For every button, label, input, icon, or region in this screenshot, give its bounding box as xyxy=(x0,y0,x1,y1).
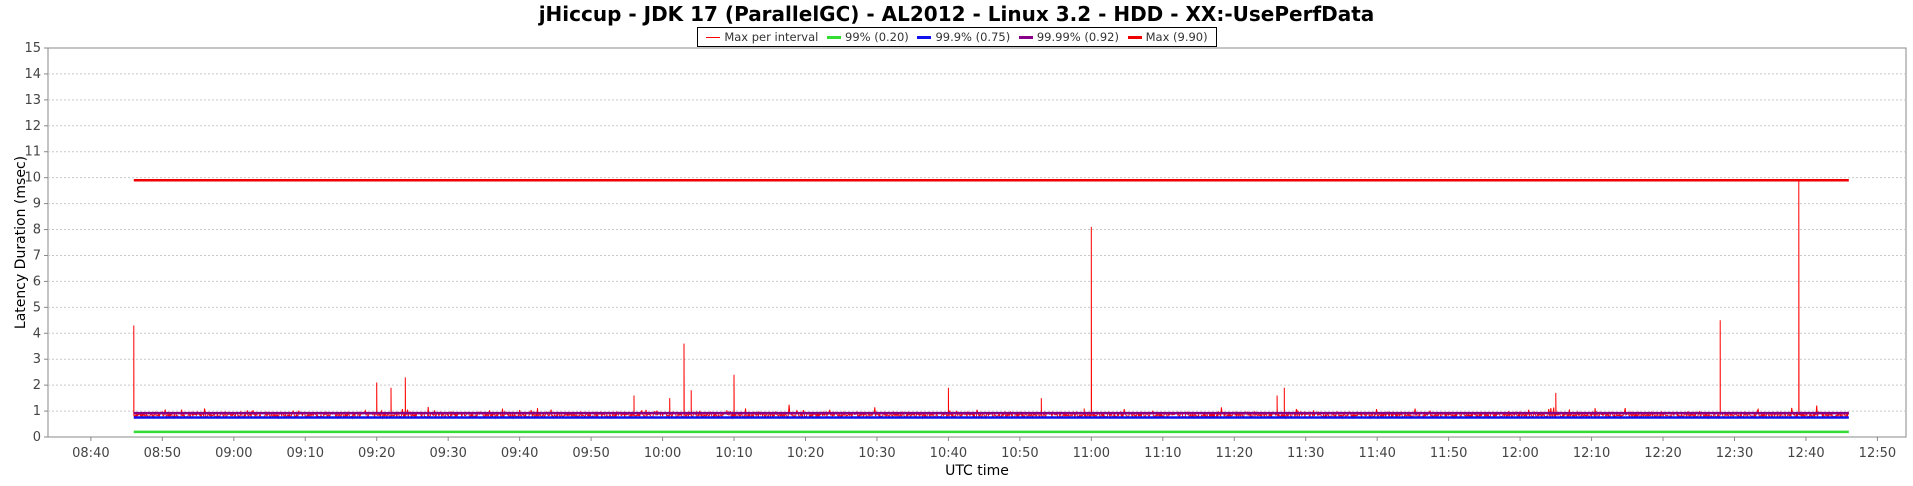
x-tick-label: 09:00 xyxy=(215,446,252,461)
y-tick-label: 14 xyxy=(24,67,41,82)
legend-swatch xyxy=(827,35,841,39)
x-tick-label: 12:40 xyxy=(1787,446,1824,461)
x-axis-label: UTC time xyxy=(945,463,1009,479)
x-tick-label: 12:20 xyxy=(1644,446,1681,461)
x-tick-label: 11:30 xyxy=(1287,446,1324,461)
x-tick-label: 10:30 xyxy=(858,446,895,461)
x-tick-label: 11:40 xyxy=(1358,446,1395,461)
x-tick-label: 12:50 xyxy=(1859,446,1896,461)
legend-label: 99.99% (0.92) xyxy=(1036,30,1119,44)
legend-item-p99: 99% (0.20) xyxy=(827,30,909,44)
x-tick-label: 12:00 xyxy=(1501,446,1538,461)
y-tick-label: 9 xyxy=(33,197,41,212)
y-tick-label: 15 xyxy=(24,41,41,56)
x-tick-label: 11:10 xyxy=(1144,446,1181,461)
legend-item-p999: 99.9% (0.75) xyxy=(917,30,1010,44)
x-tick-label: 09:10 xyxy=(287,446,324,461)
x-tick-label: 09:50 xyxy=(572,446,609,461)
x-tick-label: 12:30 xyxy=(1716,446,1753,461)
series-layer xyxy=(133,179,1850,434)
y-tick-label: 12 xyxy=(24,119,41,134)
y-tick-label: 13 xyxy=(24,93,41,108)
y-tick-label: 0 xyxy=(33,430,41,445)
legend-label: 99% (0.20) xyxy=(845,30,909,44)
legend-item-p9999: 99.99% (0.92) xyxy=(1018,30,1119,44)
x-tick-label: 09:20 xyxy=(358,446,395,461)
y-tick-label: 5 xyxy=(33,300,41,315)
x-tick-label: 09:40 xyxy=(501,446,538,461)
y-tick-label: 2 xyxy=(33,378,41,393)
legend-swatch xyxy=(1018,35,1033,39)
x-tick-label: 10:00 xyxy=(644,446,681,461)
x-tick-label: 11:00 xyxy=(1073,446,1110,461)
y-tick-label: 4 xyxy=(33,326,41,341)
x-tick-label: 10:40 xyxy=(930,446,967,461)
x-tick-label: 08:40 xyxy=(72,446,109,461)
y-tick-label: 3 xyxy=(33,352,41,367)
legend-swatch xyxy=(706,36,721,38)
chart-title: jHiccup - JDK 17 (ParallelGC) - AL2012 -… xyxy=(538,2,1375,26)
x-tick-label: 10:50 xyxy=(1001,446,1038,461)
legend-item-max-per-interval: Max per interval xyxy=(706,30,818,44)
legend-label: Max per interval xyxy=(724,30,819,44)
legend-swatch xyxy=(1127,35,1142,39)
legend-item-max: Max (9.90) xyxy=(1127,30,1208,44)
plot-area xyxy=(47,47,1907,438)
x-tick-label: 11:20 xyxy=(1216,446,1253,461)
y-tick-label: 8 xyxy=(33,223,41,238)
y-tick-label: 10 xyxy=(24,171,41,186)
x-tick-label: 10:10 xyxy=(715,446,752,461)
y-tick-label: 11 xyxy=(24,145,41,160)
y-axis-label: Latency Duration (msec) xyxy=(13,156,29,329)
x-tick-label: 11:50 xyxy=(1430,446,1467,461)
x-tick-label: 12:10 xyxy=(1573,446,1610,461)
legend-label: Max (9.90) xyxy=(1145,30,1208,44)
x-tick-label: 09:30 xyxy=(429,446,466,461)
y-tick-label: 7 xyxy=(33,248,41,263)
legend-label: 99.9% (0.75) xyxy=(935,30,1011,44)
x-axis: 08:40 08:50 09:00 09:10 09:20 09:30 09:40 09:50… xyxy=(72,437,1896,461)
y-tick-label: 1 xyxy=(33,404,41,419)
x-tick-label: 08:50 xyxy=(144,446,181,461)
legend-swatch xyxy=(917,35,932,39)
legend: Max per interval 99% (0.20) 99.9% (0.75)… xyxy=(697,27,1217,47)
y-tick-label: 6 xyxy=(33,274,41,289)
x-tick-label: 10:20 xyxy=(787,446,824,461)
